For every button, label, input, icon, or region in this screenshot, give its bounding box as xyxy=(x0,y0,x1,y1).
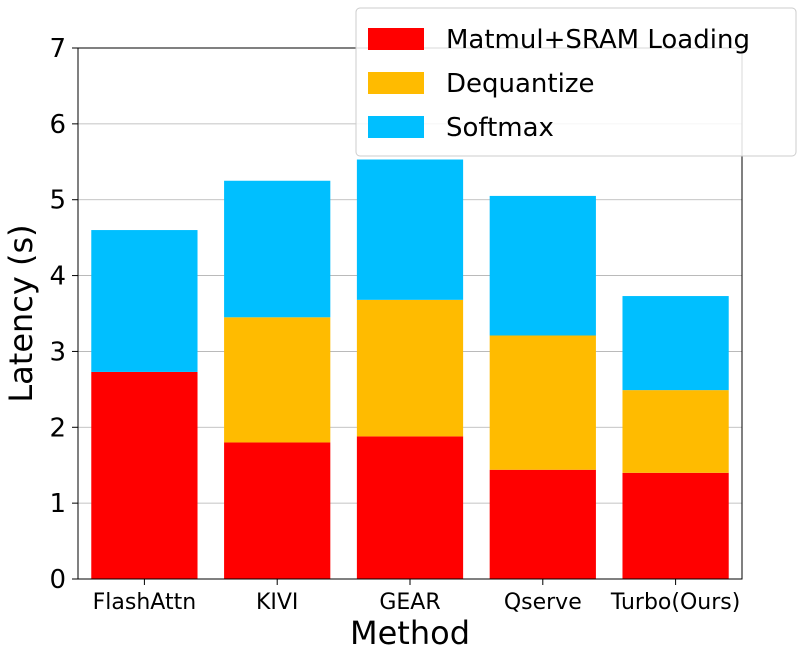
y-tick-label: 0 xyxy=(49,565,66,595)
y-tick-label: 3 xyxy=(49,337,66,367)
y-tick-label: 6 xyxy=(49,110,66,140)
y-tick-label: 1 xyxy=(49,489,66,519)
y-tick-label: 7 xyxy=(49,34,66,64)
legend-swatch xyxy=(368,28,424,50)
bar-segment-matmul-sram-loading xyxy=(489,469,596,579)
x-tick-label: KIVI xyxy=(256,590,298,615)
y-tick-label: 4 xyxy=(49,262,66,292)
legend-box xyxy=(355,7,797,157)
x-tick-label: Qserve xyxy=(504,590,582,615)
bar-segment-matmul-sram-loading xyxy=(356,436,464,579)
bar-segment-dequantize xyxy=(622,390,729,473)
legend: Matmul+SRAM Loading Dequantize Softmax xyxy=(355,7,797,157)
legend-label: Matmul+SRAM Loading xyxy=(446,25,750,55)
bar-segment-softmax xyxy=(91,230,198,372)
x-tick-label: FlashAttn xyxy=(93,590,197,615)
bar-segment-softmax xyxy=(489,195,596,336)
bars xyxy=(91,159,729,579)
legend-swatch xyxy=(368,72,424,94)
x-axis-title: Method xyxy=(350,614,470,652)
y-axis-title: Latency (s) xyxy=(2,224,40,402)
y-axis-ticks: 0 1 2 3 4 5 6 7 xyxy=(49,34,78,595)
bar-segment-dequantize xyxy=(489,335,596,470)
legend-label: Dequantize xyxy=(446,69,594,99)
bar-segment-matmul-sram-loading xyxy=(622,472,729,579)
bar-segment-dequantize xyxy=(224,317,331,443)
bar-segment-softmax xyxy=(224,180,331,318)
y-tick-label: 2 xyxy=(49,413,66,443)
legend-swatch xyxy=(368,116,424,138)
bar-segment-matmul-sram-loading xyxy=(224,442,331,579)
x-tick-label: GEAR xyxy=(379,590,440,615)
bar-segment-matmul-sram-loading xyxy=(91,371,198,579)
legend-label: Softmax xyxy=(446,113,554,143)
bar-segment-softmax xyxy=(622,296,729,391)
y-tick-label: 5 xyxy=(49,186,66,216)
bar-segment-softmax xyxy=(356,159,464,300)
bar-segment-dequantize xyxy=(356,299,464,437)
x-axis-ticks: FlashAttn KIVI GEAR Qserve Turbo(Ours) xyxy=(93,579,740,615)
x-tick-label: Turbo(Ours) xyxy=(610,590,740,615)
